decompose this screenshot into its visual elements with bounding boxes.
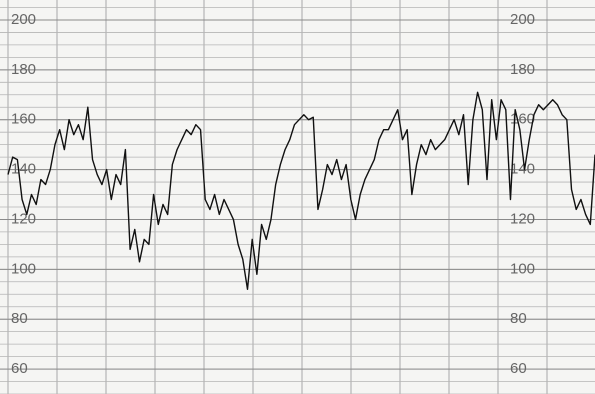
y-tick-label-right: 120 bbox=[510, 210, 535, 227]
y-tick-label-right: 100 bbox=[510, 260, 535, 277]
y-tick-label-right: 200 bbox=[510, 11, 535, 28]
y-tick-label-left: 200 bbox=[11, 11, 36, 28]
y-tick-label-left: 120 bbox=[11, 210, 36, 227]
y-tick-label-left: 80 bbox=[11, 310, 28, 327]
y-tick-label-right: 140 bbox=[510, 161, 535, 178]
y-tick-label-left: 60 bbox=[11, 360, 28, 377]
y-tick-label-left: 140 bbox=[11, 161, 36, 178]
y-tick-label-right: 80 bbox=[510, 310, 527, 327]
time-grid bbox=[7, 0, 548, 394]
y-tick-label-left: 160 bbox=[11, 111, 36, 128]
y-tick-label-right: 60 bbox=[510, 360, 527, 377]
y-tick-label-left: 100 bbox=[11, 260, 36, 277]
y-tick-label-left: 180 bbox=[11, 61, 36, 78]
trace-line bbox=[7, 91, 595, 290]
y-tick-label-right: 180 bbox=[510, 61, 535, 78]
